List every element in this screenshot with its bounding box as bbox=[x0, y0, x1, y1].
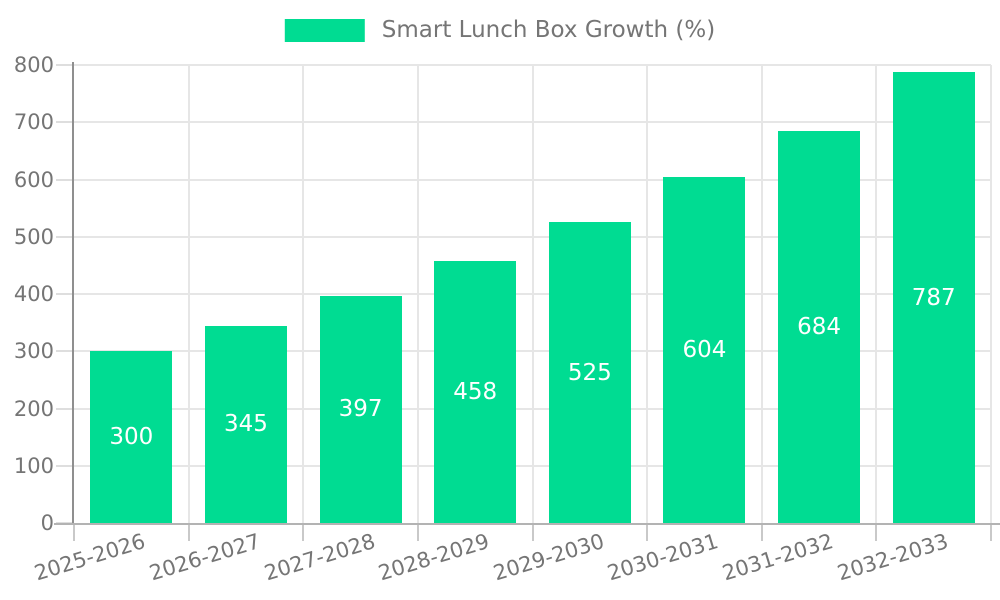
y-axis-tick bbox=[56, 464, 72, 467]
bar-2028-2029[interactable]: 458 bbox=[434, 260, 517, 523]
y-axis-tick bbox=[56, 64, 72, 66]
legend-swatch-icon bbox=[284, 18, 365, 42]
x-axis-tick bbox=[187, 523, 190, 541]
bar-value-label: 458 bbox=[453, 378, 498, 405]
x-gridline bbox=[187, 65, 190, 523]
x-axis-tick bbox=[875, 523, 878, 541]
y-axis-tick bbox=[56, 178, 72, 181]
bar-2029-2030[interactable]: 525 bbox=[548, 222, 631, 523]
x-axis-line bbox=[54, 523, 1000, 525]
y-tick-label: 400 bbox=[13, 282, 54, 306]
y-tick-label: 600 bbox=[13, 167, 54, 192]
x-gridline bbox=[416, 65, 419, 523]
x-axis-tick bbox=[760, 523, 763, 541]
plot-area: 0 100 200 300 400 500 600 700 800 300 2025-2026 345… bbox=[14, 53, 1000, 585]
y-tick-label: 800 bbox=[13, 53, 54, 77]
bar-2025-2026[interactable]: 300 bbox=[90, 351, 173, 523]
bar-2032-2033[interactable]: 787 bbox=[892, 72, 975, 523]
legend-label: Smart Lunch Box Growth (%) bbox=[381, 17, 716, 43]
bar-2031-2032[interactable]: 684 bbox=[778, 131, 861, 523]
bar-2030-2031[interactable]: 604 bbox=[663, 177, 746, 523]
y-axis-tick bbox=[56, 350, 72, 353]
x-gridline bbox=[990, 65, 992, 523]
bar-2026-2027[interactable]: 345 bbox=[204, 325, 287, 523]
bar-value-label: 397 bbox=[338, 396, 383, 423]
x-gridline bbox=[646, 65, 649, 523]
bar-value-label: 604 bbox=[682, 337, 727, 364]
x-axis-tick bbox=[531, 523, 534, 541]
y-axis-line bbox=[72, 62, 74, 525]
y-tick-label: 0 bbox=[40, 511, 54, 535]
y-tick-label: 500 bbox=[13, 224, 54, 249]
y-tick-label: 200 bbox=[13, 396, 54, 421]
chart-legend[interactable]: Smart Lunch Box Growth (%) bbox=[284, 17, 716, 43]
x-gridline bbox=[302, 65, 305, 523]
bar-value-label: 684 bbox=[797, 314, 842, 341]
y-axis-tick bbox=[56, 235, 72, 238]
x-axis-tick bbox=[73, 523, 75, 541]
x-axis-tick bbox=[416, 523, 419, 541]
y-axis-tick bbox=[56, 407, 72, 410]
bar-value-label: 525 bbox=[567, 359, 612, 386]
y-axis-tick bbox=[56, 121, 72, 124]
y-tick-label: 100 bbox=[13, 453, 54, 478]
x-axis-tick bbox=[646, 523, 649, 541]
x-axis-tick bbox=[302, 523, 305, 541]
x-gridline bbox=[760, 65, 763, 523]
x-gridline bbox=[531, 65, 534, 523]
bar-value-label: 787 bbox=[911, 284, 956, 311]
y-tick-label: 300 bbox=[13, 339, 54, 364]
bar-value-label: 345 bbox=[223, 411, 268, 438]
x-gridline bbox=[875, 65, 878, 523]
x-axis-tick bbox=[990, 523, 992, 541]
bar-value-label: 300 bbox=[109, 424, 154, 451]
y-tick-label: 700 bbox=[13, 110, 54, 135]
y-axis-tick bbox=[56, 293, 72, 295]
bar-2027-2028[interactable]: 397 bbox=[319, 295, 402, 523]
